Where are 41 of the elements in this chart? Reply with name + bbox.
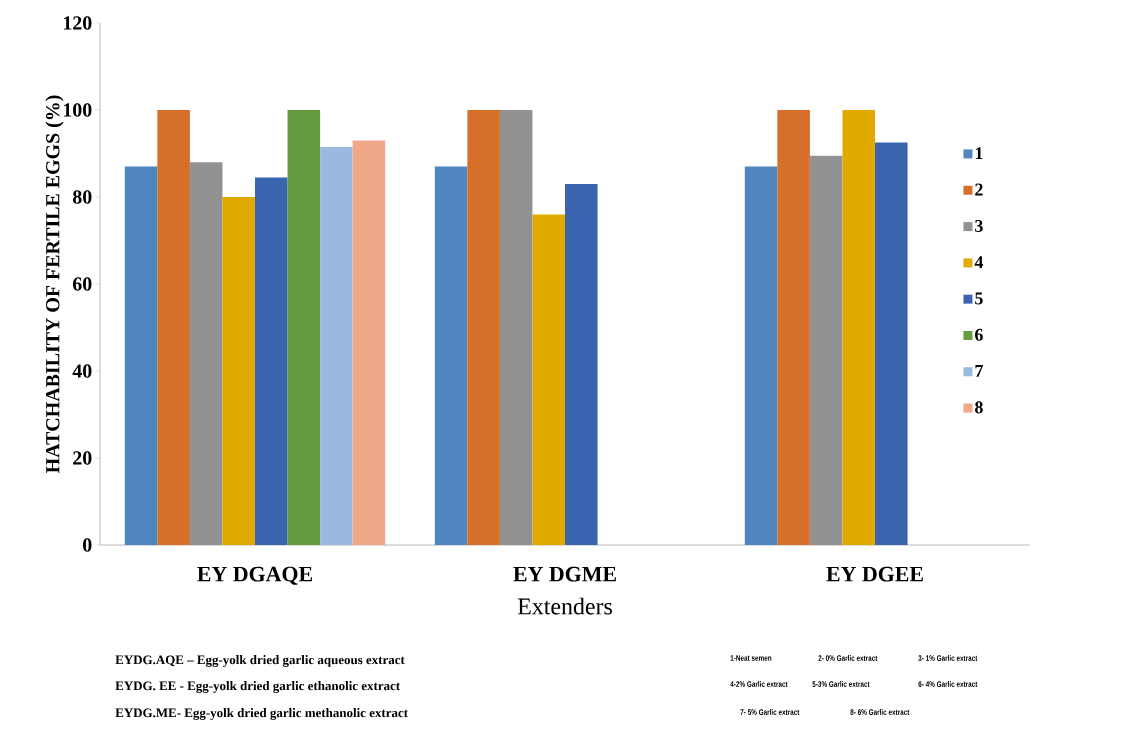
text: EYDG.AQE – Egg-yolk dried garlic aqueous extract [115,655,405,667]
bar [809,155,843,545]
x-tick-label: EY DGAQE [197,566,313,585]
legend-label: 2 [975,183,983,196]
bar [499,110,533,545]
legend-label: 3 [975,219,983,232]
bar [842,110,876,545]
y-tick-label: 80 [72,190,92,204]
text: EYDG.ME- Egg-yolk dried garlic methanolic extract [115,708,408,720]
y-tick-label: 0 [83,538,92,552]
legend-label: 1 [975,147,983,160]
bar [222,197,255,545]
bar [532,214,565,545]
legend-label: 4 [974,256,984,269]
y-tick-label: 20 [73,451,92,465]
legend-label: 6 [975,328,983,341]
bar [189,162,223,545]
bar [287,110,321,545]
y-tick-label: 60 [72,277,92,291]
bar [744,166,778,545]
y-tick-label: 40 [72,364,92,378]
bar [875,142,908,545]
bar [157,110,190,545]
x-tick-label: EY DGME [513,566,616,582]
bar [467,110,500,545]
bar [434,166,468,545]
legend-label: 7 [975,365,983,377]
x-axis-title: Extenders [517,597,612,615]
bar [124,166,158,545]
legend-label: 5 [975,292,983,305]
x-tick-label: EY DGEE [826,566,923,582]
bar [565,183,598,545]
y-tick-label: 100 [63,103,92,117]
bar [777,110,810,545]
bar [320,146,353,545]
text: EYDG. EE - Egg-yolk dried garlic ethanolic extract [115,681,401,693]
bar [352,140,386,545]
bar [255,177,288,545]
legend-label: 8 [975,401,983,414]
y-axis-title: HATCHABILITY OF FERTILE EGGS (%) [45,95,64,473]
y-tick-label: 120 [63,16,92,30]
